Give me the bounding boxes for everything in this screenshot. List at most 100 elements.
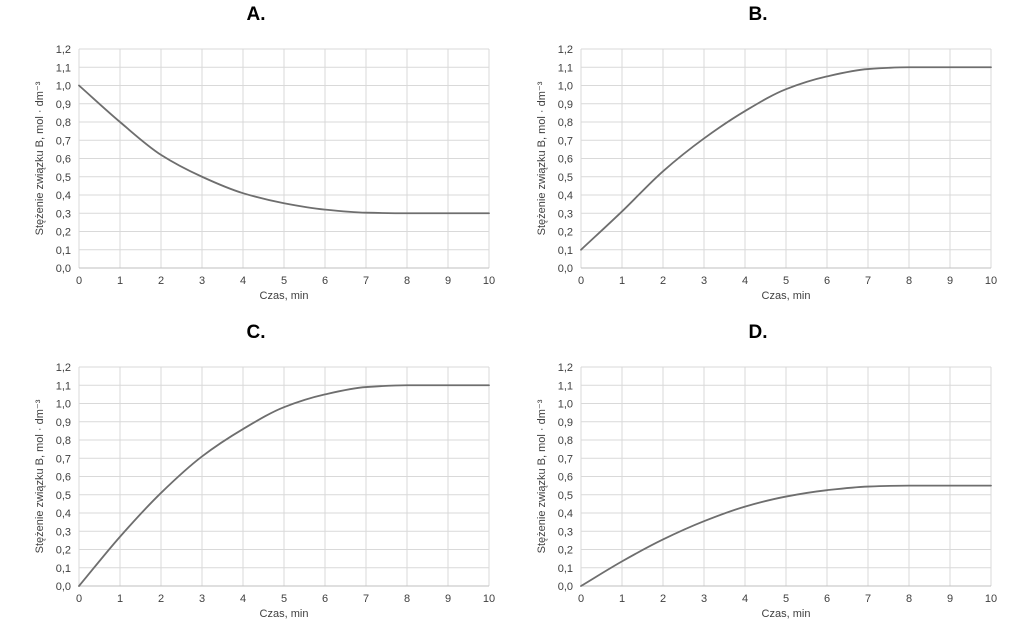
grid <box>580 366 992 587</box>
y-tick-label: 1,0 <box>558 81 573 93</box>
x-axis-title: Czas, min <box>260 290 309 302</box>
x-axis-title: Czas, min <box>260 608 309 620</box>
y-tick-label: 0,6 <box>558 154 573 166</box>
series-line <box>78 384 490 587</box>
y-tick-label: 1,2 <box>56 362 71 374</box>
x-tick-label: 7 <box>363 593 369 605</box>
y-tick-label: 1,1 <box>558 62 573 74</box>
x-tick-label: 8 <box>404 275 410 287</box>
x-tick-label: 3 <box>199 275 205 287</box>
x-tick-label: 0 <box>578 593 584 605</box>
chart-title: C. <box>246 322 266 343</box>
y-tick-label: 1,1 <box>56 62 71 74</box>
chart-b: 0 1 2 3 4 5 6 7 8 9 10 0,0 0,1 0,2 0,3 0,4 0,5 0,6 0,7 0,8 0… <box>536 44 997 302</box>
x-tick-label: 4 <box>240 593 246 605</box>
x-tick-label: 6 <box>824 593 830 605</box>
x-tick-label: 10 <box>985 593 997 605</box>
y-tick-label: 0,7 <box>558 453 573 465</box>
y-tick-label: 0,8 <box>558 117 573 129</box>
x-tick-label: 4 <box>742 593 748 605</box>
x-tick-label: 9 <box>445 275 451 287</box>
y-tick-label: 0,7 <box>558 135 573 147</box>
y-tick-label: 0,2 <box>56 227 71 239</box>
y-tick-label: 0,2 <box>56 545 71 557</box>
x-tick-label: 0 <box>76 593 82 605</box>
y-tick-label: 1,2 <box>558 362 573 374</box>
y-axis-title: Stężenie związku B, mol · dm⁻³ <box>34 399 46 553</box>
x-tick-label: 9 <box>445 593 451 605</box>
chart-title: B. <box>748 4 768 25</box>
x-tick-label: 5 <box>281 275 287 287</box>
y-tick-label: 0,4 <box>558 190 573 202</box>
y-tick-label: 0,3 <box>56 208 71 220</box>
x-tick-label: 3 <box>701 593 707 605</box>
y-tick-label: 1,2 <box>56 44 71 56</box>
y-tick-label: 0,9 <box>56 417 71 429</box>
y-tick-label: 0,4 <box>558 508 573 520</box>
y-tick-label: 1,1 <box>558 380 573 392</box>
chart-panel-d: D. 0 1 2 3 4 5 6 7 8 9 10 0,0 0,1 0,2 0,3 0,4 0,5 0,6 0,7 0… <box>502 318 1014 632</box>
series-line <box>78 84 490 215</box>
chart-d: 0 1 2 3 4 5 6 7 8 9 10 0,0 0,1 0,2 0,3 0,4 0,5 0,6 0,7 0,8 0… <box>536 362 997 620</box>
x-tick-label: 10 <box>483 593 495 605</box>
y-tick-label: 0,6 <box>56 472 71 484</box>
x-tick-label: 10 <box>483 275 495 287</box>
x-tick-label: 1 <box>619 593 625 605</box>
y-tick-label: 0,5 <box>558 172 573 184</box>
y-tick-label: 1,0 <box>56 81 71 93</box>
y-tick-label: 0,9 <box>558 99 573 111</box>
x-tick-label: 4 <box>742 275 748 287</box>
x-tick-label: 5 <box>281 593 287 605</box>
y-tick-label: 0,5 <box>56 490 71 502</box>
chart-c: 0 1 2 3 4 5 6 7 8 9 10 0,0 0,1 0,2 0,3 0,4 0,5 0,6 0,7 0,8 0… <box>34 362 495 620</box>
chart-panel-b: B. 0 1 2 3 4 5 6 7 8 9 10 0,0 0,1 0,2 0,3 0,4 0,5 0,6 0,7 0… <box>502 0 1014 314</box>
x-tick-label: 3 <box>199 593 205 605</box>
y-axis-title: Stężenie związku B, mol · dm⁻³ <box>536 81 548 235</box>
y-tick-label: 0,0 <box>56 263 71 275</box>
y-tick-label: 0,7 <box>56 135 71 147</box>
y-tick-label: 1,1 <box>56 380 71 392</box>
y-tick-label: 0,0 <box>56 581 71 593</box>
chart-title: A. <box>246 4 266 25</box>
x-tick-label: 7 <box>865 275 871 287</box>
y-tick-label: 0,5 <box>558 490 573 502</box>
x-tick-label: 10 <box>985 275 997 287</box>
x-tick-label: 4 <box>240 275 246 287</box>
y-tick-label: 1,0 <box>558 399 573 411</box>
y-axis-title: Stężenie związku B, mol · dm⁻³ <box>536 399 548 553</box>
x-tick-label: 9 <box>947 593 953 605</box>
y-tick-label: 0,2 <box>558 545 573 557</box>
x-tick-label: 6 <box>322 593 328 605</box>
y-tick-label: 0,1 <box>558 245 573 257</box>
y-tick-label: 0,3 <box>56 526 71 538</box>
y-tick-label: 1,0 <box>56 399 71 411</box>
y-tick-label: 0,3 <box>558 526 573 538</box>
series-line <box>580 484 992 587</box>
x-tick-label: 2 <box>158 593 164 605</box>
x-tick-label: 0 <box>578 275 584 287</box>
x-tick-label: 1 <box>619 275 625 287</box>
x-tick-label: 2 <box>660 275 666 287</box>
x-tick-label: 7 <box>865 593 871 605</box>
y-tick-label: 0,9 <box>558 417 573 429</box>
x-tick-label: 1 <box>117 593 123 605</box>
x-tick-label: 5 <box>783 275 789 287</box>
y-tick-label: 0,5 <box>56 172 71 184</box>
x-tick-label: 2 <box>158 275 164 287</box>
grid <box>78 48 490 269</box>
x-tick-label: 8 <box>906 275 912 287</box>
x-axis-title: Czas, min <box>762 290 811 302</box>
y-tick-label: 0,2 <box>558 227 573 239</box>
x-tick-label: 2 <box>660 593 666 605</box>
y-tick-label: 0,9 <box>56 99 71 111</box>
x-tick-label: 8 <box>906 593 912 605</box>
y-tick-label: 0,8 <box>56 435 71 447</box>
chart-panel-c: C. 0 1 2 3 4 5 6 7 8 9 10 0,0 0,1 0,2 0,3 0,4 0,5 0,6 0,7 0… <box>0 318 512 632</box>
y-tick-label: 0,4 <box>56 190 71 202</box>
y-tick-label: 0,0 <box>558 263 573 275</box>
y-tick-label: 0,6 <box>558 472 573 484</box>
y-tick-label: 0,1 <box>56 245 71 257</box>
x-tick-label: 6 <box>322 275 328 287</box>
chart-title: D. <box>748 322 768 343</box>
y-tick-label: 0,8 <box>558 435 573 447</box>
